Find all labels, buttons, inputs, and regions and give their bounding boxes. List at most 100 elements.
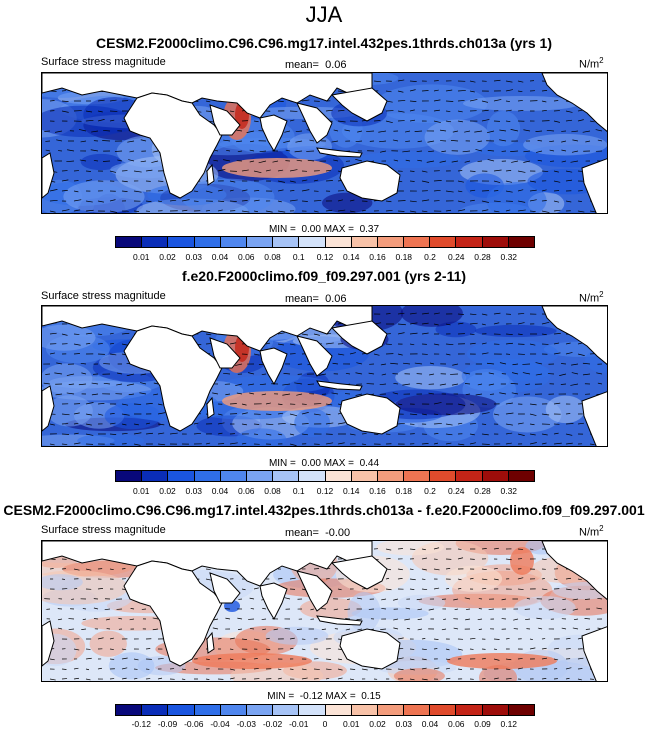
colorbar-tick-label: 0.16 <box>369 252 386 262</box>
colorbar-tick-label: 0.1 <box>292 486 305 496</box>
panel-3-title: CESM2.F2000climo.C96.C96.mg17.intel.432p… <box>3 502 645 518</box>
panel-1-unit: N/m2 <box>579 56 604 71</box>
colorbar-tick-label: 0.24 <box>447 252 465 262</box>
colorbar-swatch <box>482 237 509 247</box>
colorbar-tick-label: 0.04 <box>211 486 229 496</box>
panel-2-mean-value: 0.06 <box>325 293 347 305</box>
colorbar-tick-label: 0.12 <box>316 486 334 496</box>
colorbar-tick-label: 0.14 <box>342 252 360 262</box>
panel-1-mean-label: mean= 0.06 <box>285 59 347 71</box>
colorbar-swatch <box>246 237 274 247</box>
colorbar-swatch <box>456 471 483 481</box>
colorbar-swatch <box>142 705 169 715</box>
colorbar-swatch <box>325 705 352 715</box>
colorbar-tick-label: -0.04 <box>210 719 230 729</box>
panel-1-variable-label: Surface stress magnitude <box>41 56 166 68</box>
colorbar-tick-label: 0.1 <box>292 252 305 262</box>
colorbar-swatch <box>404 705 431 715</box>
panel-1-title: CESM2.F2000climo.C96.C96.mg17.intel.432p… <box>96 35 552 51</box>
colorbar-tick-label: 0.03 <box>185 252 203 262</box>
panel-3-variable-label: Surface stress magnitude <box>41 524 166 536</box>
colorbar-tick-label: 0.06 <box>237 486 255 496</box>
colorbar-swatch <box>377 471 405 481</box>
colorbar-swatch <box>377 237 405 247</box>
colorbar-tick-label: 0.18 <box>395 486 413 496</box>
colorbar-swatch <box>351 705 378 715</box>
colorbar-tick-label: 0.28 <box>474 486 491 496</box>
colorbar-swatch <box>508 237 534 247</box>
colorbar-tick-label: 0.32 <box>500 252 518 262</box>
colorbar-swatch <box>508 471 534 481</box>
colorbar-swatch <box>168 471 195 481</box>
colorbar-swatch <box>142 471 169 481</box>
colorbar-swatch <box>404 471 431 481</box>
colorbar-swatch <box>220 237 247 247</box>
colorbar-swatch <box>456 705 483 715</box>
colorbar-swatch <box>273 471 300 481</box>
colorbar-swatch <box>116 705 143 715</box>
colorbar-tick-label: 0.01 <box>132 252 150 262</box>
colorbar-swatch <box>508 705 534 715</box>
colorbar-swatch <box>142 237 169 247</box>
colorbar-swatch <box>273 237 300 247</box>
panel-1-mean-value: 0.06 <box>325 59 347 71</box>
colorbar-tick-label: -0.09 <box>157 719 178 729</box>
panel-1-map <box>41 72 608 214</box>
colorbar-tick-label: -0.06 <box>184 719 204 729</box>
panel-2-map <box>41 305 608 447</box>
colorbar-swatch <box>299 471 326 481</box>
colorbar-tick-label: 0.24 <box>447 486 465 496</box>
panel-3-mean-value: -0.00 <box>325 527 351 539</box>
colorbar-swatch <box>299 705 326 715</box>
panel-2-unit: N/m2 <box>579 290 604 305</box>
colorbar-tick-label: -0.01 <box>289 719 309 729</box>
panel-3-map <box>41 540 608 682</box>
colorbar-swatch <box>246 705 274 715</box>
colorbar-swatch <box>351 471 378 481</box>
colorbar-tick-label: 0.06 <box>237 252 255 262</box>
colorbar-3-ticks: -0.12 -0.09 -0.06 -0.04 -0.03 -0.02 -0.01 0 0.01… <box>115 719 535 731</box>
colorbar-tick-label: 0.16 <box>369 486 386 496</box>
colorbar-swatch <box>116 237 143 247</box>
colorbar-tick-label: 0.12 <box>316 252 334 262</box>
colorbar-tick-label: 0.12 <box>500 719 518 729</box>
colorbar-tick-label: 0.01 <box>132 486 150 496</box>
colorbar-tick-label: 0.03 <box>185 486 203 496</box>
colorbar-tick-label: 0.14 <box>342 486 360 496</box>
colorbar-2-ticks: 0.01 0.02 0.03 0.04 0.06 0.08 0.1 0.12 0.14 0.16 0… <box>115 486 535 498</box>
colorbar-tick-label: 0.06 <box>447 719 465 729</box>
panel-2-mean-label: mean= 0.06 <box>285 293 347 305</box>
colorbar-tick-label: 0.02 <box>369 719 386 729</box>
colorbar-3 <box>115 704 535 716</box>
panel-3-minmax: MIN = -0.12 MAX = 0.15 <box>267 691 381 702</box>
colorbar-tick-label: 0.04 <box>421 719 439 729</box>
panel-2-minmax: MIN = 0.00 MAX = 0.44 <box>268 458 380 469</box>
colorbar-swatch <box>377 705 405 715</box>
panel-1-minmax: MIN = 0.00 MAX = 0.37 <box>268 224 380 235</box>
colorbar-tick-label: 0.08 <box>264 486 281 496</box>
colorbar-swatch <box>246 471 274 481</box>
colorbar-tick-label: -0.02 <box>262 719 283 729</box>
figure-title: JJA <box>305 2 343 27</box>
colorbar-swatch <box>325 471 352 481</box>
colorbar-tick-label: -0.12 <box>131 719 151 729</box>
panel-3-unit: N/m2 <box>579 524 604 539</box>
colorbar-swatch <box>456 237 483 247</box>
colorbar-swatch <box>194 237 221 247</box>
colorbar-swatch <box>168 705 195 715</box>
colorbar-1 <box>115 236 535 248</box>
colorbar-tick-label: 0.02 <box>159 486 176 496</box>
colorbar-swatch <box>273 705 300 715</box>
colorbar-tick-label: 0.28 <box>474 252 491 262</box>
colorbar-swatch <box>482 705 509 715</box>
colorbar-tick-label: 0.04 <box>211 252 229 262</box>
colorbar-swatch <box>430 471 457 481</box>
colorbar-tick-label: 0.09 <box>474 719 491 729</box>
colorbar-tick-label: 0.2 <box>424 486 436 496</box>
colorbar-swatch <box>430 705 457 715</box>
colorbar-swatch <box>220 471 247 481</box>
colorbar-swatch <box>220 705 247 715</box>
colorbar-swatch <box>299 237 326 247</box>
colorbar-swatch <box>404 237 431 247</box>
colorbar-swatch <box>168 237 195 247</box>
